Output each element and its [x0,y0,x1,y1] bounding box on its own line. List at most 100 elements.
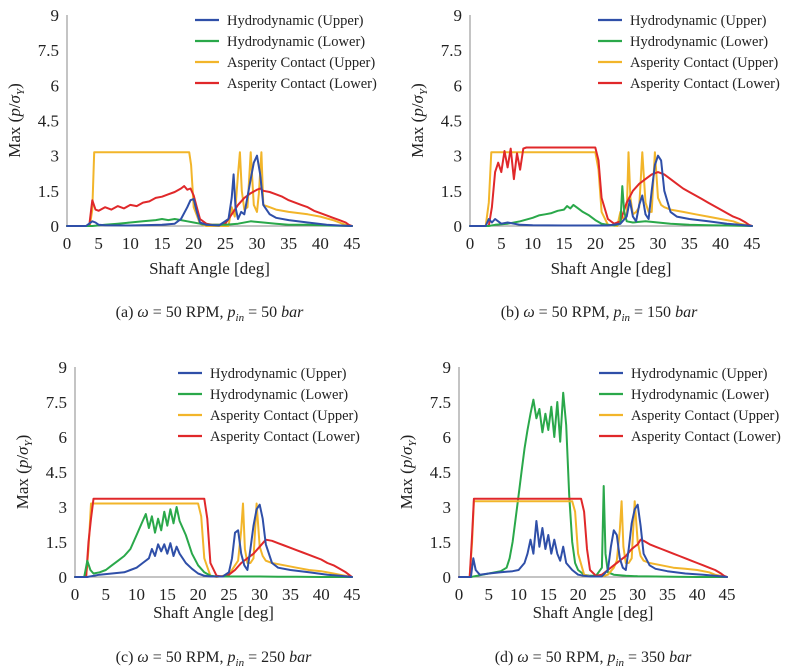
y-tick-label: 6 [51,76,60,95]
panel-caption: (c) ω = 50 RPM, pin = 250 bar [116,649,312,669]
legend-label: Asperity Contact (Lower) [631,429,781,445]
series-line-hydro-upper [66,154,353,227]
y-tick-label: 3 [51,147,60,166]
x-tick-label: 5 [94,234,103,253]
x-tick-label: 35 [659,585,676,604]
x-axis-label: Shaft Angle [deg] [153,603,274,622]
x-tick-label: 5 [102,585,111,604]
panel-caption: (d) ω = 50 RPM, pin = 350 bar [495,649,692,669]
x-tick-label: 10 [510,585,527,604]
y-tick-label: 3 [454,147,463,166]
x-tick-label: 5 [497,234,506,253]
series-line-asp-upper [469,151,753,227]
y-axis-label: Max (p/σY) [397,435,419,510]
legend-label: Asperity Contact (Upper) [227,55,375,71]
x-tick-label: 30 [251,585,268,604]
y-tick-label: 0 [59,568,68,587]
chart-panel-a: 0 1.5 3 4.5 6 7.5 9 0 5 10 15 20 25 30 35 40 45 Shaft Ang… [5,6,377,324]
y-tick-label: 4.5 [38,112,59,131]
x-tick-label: 20 [185,234,202,253]
x-tick-label: 15 [540,585,557,604]
legend-label: Asperity Contact (Upper) [631,408,779,424]
legend: Hydrodynamic (Upper) Hydrodynamic (Lower)… [178,366,360,445]
x-tick-label: 35 [681,234,698,253]
x-tick-label: 30 [249,234,266,253]
y-tick-label: 3 [443,498,452,517]
y-tick-label: 9 [51,6,60,25]
chart-panel-b: 0 1.5 3 4.5 6 7.5 9 0 5 10 15 20 25 30 35 40 45 Shaft Ang… [408,6,780,324]
y-tick-label: 7.5 [441,41,462,60]
legend-label: Hydrodynamic (Upper) [227,13,364,29]
series-line-asp-lower [469,146,753,227]
y-tick-label: 1.5 [46,533,67,552]
y-tick-label: 7.5 [430,393,451,412]
y-tick-label: 4.5 [441,112,462,131]
y-axis-label: Max (p/σY) [13,435,35,510]
series-line-hydro-lower [458,391,728,578]
legend-label: Asperity Contact (Lower) [227,76,377,92]
x-tick-label: 45 [744,234,761,253]
x-tick-label: 15 [154,234,171,253]
series-line-hydro-upper [469,154,753,227]
series-line-asp-lower [458,497,728,578]
y-tick-label: 6 [443,428,452,447]
y-tick-label: 1.5 [441,182,462,201]
x-tick-label: 35 [280,234,297,253]
legend: Hydrodynamic (Upper) Hydrodynamic (Lower)… [598,13,780,92]
legend-label: Hydrodynamic (Lower) [630,34,768,50]
chart-panel-c: 0 1.5 3 4.5 6 7.5 9 0 5 10 15 20 25 30 35 40 45 Shaft Ang… [13,358,361,669]
panel-caption: (b) ω = 50 RPM, pin = 150 bar [501,304,698,324]
y-tick-label: 7.5 [38,41,59,60]
y-tick-label: 3 [59,498,68,517]
y-tick-label: 0 [51,217,60,236]
x-tick-label: 35 [282,585,299,604]
series-line-hydro-upper [458,503,728,578]
legend: Hydrodynamic (Upper) Hydrodynamic (Lower)… [599,366,781,445]
y-axis-label: Max (p/σY) [408,83,430,158]
x-tick-label: 30 [650,234,667,253]
y-tick-label: 4.5 [430,463,451,482]
x-tick-label: 0 [466,234,475,253]
x-tick-label: 25 [618,234,635,253]
legend-label: Hydrodynamic (Upper) [630,13,767,29]
x-tick-label: 10 [122,234,139,253]
y-tick-label: 0 [443,568,452,587]
chart-panel-d: 0 1.5 3 4.5 6 7.5 9 0 5 10 15 20 25 30 35 40 45 Shaft Ang… [397,358,781,669]
series-line-asp-upper [458,500,728,578]
series-line-asp-lower [74,497,353,578]
series-line-asp-upper [66,151,353,227]
x-tick-label: 15 [159,585,176,604]
x-axis-label: Shaft Angle [deg] [551,259,672,278]
x-tick-label: 10 [128,585,145,604]
x-tick-label: 45 [344,585,361,604]
x-tick-label: 20 [587,234,604,253]
x-tick-label: 40 [312,234,329,253]
x-axis-label: Shaft Angle [deg] [533,603,654,622]
x-tick-label: 5 [485,585,494,604]
legend-label: Hydrodynamic (Upper) [631,366,768,382]
y-tick-label: 0 [454,217,463,236]
x-tick-label: 15 [556,234,573,253]
legend-label: Asperity Contact (Lower) [210,429,360,445]
y-axis-label: Max (p/σY) [5,83,27,158]
panel-caption: (a) ω = 50 RPM, pin = 50 bar [116,304,304,324]
legend-label: Asperity Contact (Lower) [630,76,780,92]
x-axis-label: Shaft Angle [deg] [149,259,270,278]
y-tick-label: 7.5 [46,393,67,412]
y-tick-label: 9 [59,358,68,377]
y-tick-label: 6 [454,76,463,95]
x-tick-label: 20 [190,585,207,604]
series-line-hydro-lower [469,185,753,227]
y-tick-label: 9 [454,6,463,25]
x-tick-label: 40 [313,585,330,604]
x-tick-label: 40 [712,234,729,253]
x-tick-label: 25 [217,234,234,253]
x-tick-label: 25 [599,585,616,604]
y-tick-label: 1.5 [38,182,59,201]
legend-label: Hydrodynamic (Lower) [210,387,348,403]
x-tick-label: 10 [524,234,541,253]
legend-label: Hydrodynamic (Upper) [210,366,347,382]
x-tick-label: 45 [719,585,736,604]
x-tick-label: 40 [689,585,706,604]
